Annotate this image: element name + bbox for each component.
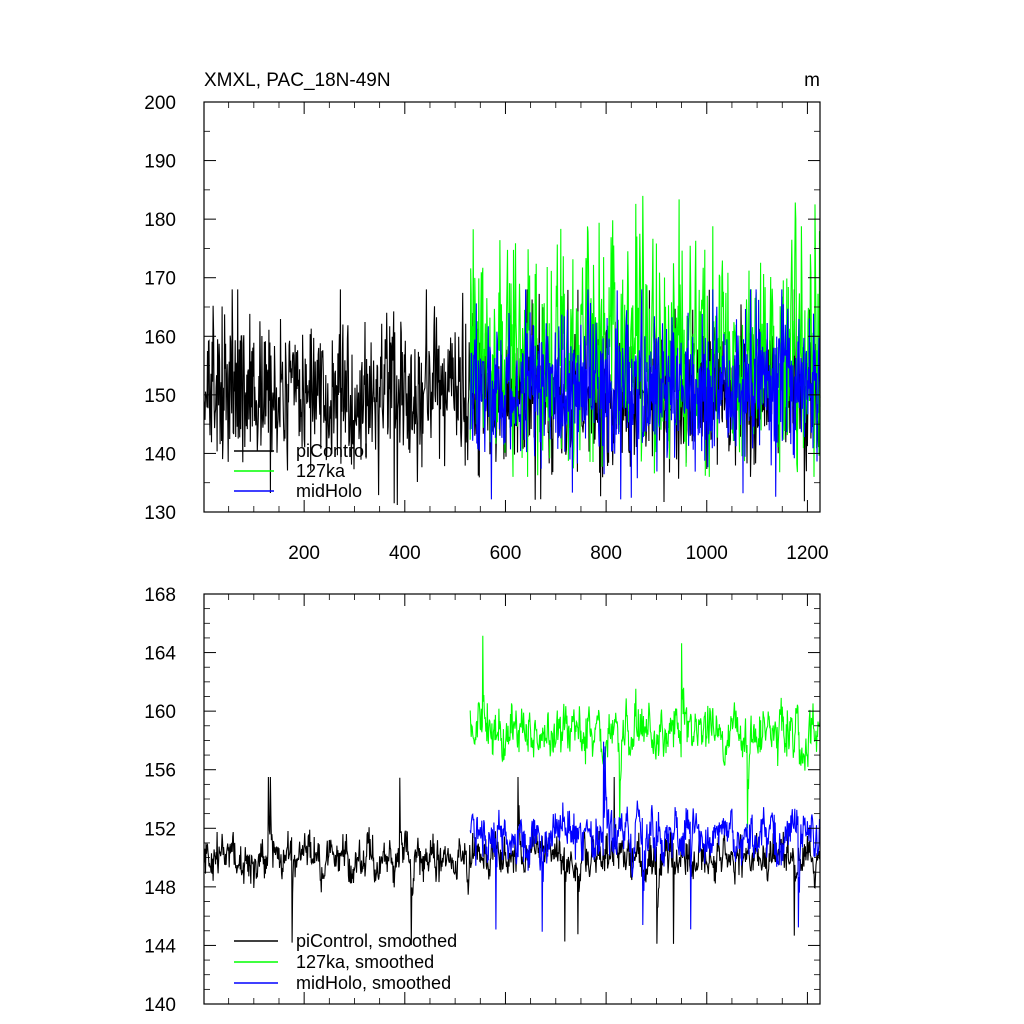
x-tick-label: 1000 [686,543,728,564]
y-tick-label: 150 [144,386,176,407]
legend-label-127ka: 127ka [296,461,346,481]
bottom-plot-frame [203,593,821,1005]
bottom-series-lines [203,635,821,946]
top-plot-frame [203,101,821,513]
top-axis-ticks [204,101,820,513]
bottom-tick-labels: 140 144 148 152 156 160 164 168 [144,585,176,1016]
series-line-127ka-smoothed [469,635,821,829]
y-tick-label: 152 [144,819,176,840]
y-tick-label: 144 [144,936,176,957]
x-tick-label: 200 [288,543,320,564]
series-line-picontrol-smoothed [203,776,821,946]
legend-label-midholo-smoothed: midHolo, smoothed [296,973,451,993]
y-tick-label: 160 [144,702,176,723]
y-tick-label: 168 [144,585,176,606]
legend-label-picontrol: piControl [296,441,368,461]
top-panel: XMXL, PAC_18N-49N m 130 140 150 160 170 180 19… [144,70,828,564]
top-panel-title: XMXL, PAC_18N-49N [204,70,391,91]
y-tick-label: 170 [144,269,176,290]
x-tick-label: 800 [590,543,622,564]
top-tick-labels: 130 140 150 160 170 180 190 200 200 400 600 800 1000… [144,93,828,564]
top-panel-units: m [804,70,820,91]
x-tick-label: 400 [389,543,421,564]
legend-label-127ka-smoothed: 127ka, smoothed [296,952,434,972]
y-tick-label: 140 [144,995,176,1016]
y-tick-label: 148 [144,878,176,899]
bottom-panel: 140 144 148 152 156 160 164 168 piControl, smoo… [144,585,821,1016]
y-tick-label: 180 [144,210,176,231]
x-tick-label: 1200 [786,543,828,564]
y-tick-label: 164 [144,644,176,665]
y-tick-label: 130 [144,503,176,524]
y-tick-label: 156 [144,761,176,782]
series-line-midholo [469,289,821,500]
series-line-midholo-smoothed [469,741,821,932]
legend-label-picontrol-smoothed: piControl, smoothed [296,931,457,951]
top-legend: piControl 127ka midHolo [234,441,368,501]
top-series-lines [203,195,821,506]
x-tick-label: 600 [490,543,522,564]
bottom-legend: piControl, smoothed 127ka, smoothed midH… [234,931,457,993]
y-tick-label: 200 [144,93,176,114]
y-tick-label: 140 [144,444,176,465]
y-tick-label: 190 [144,152,176,173]
legend-label-midholo: midHolo [296,481,362,501]
y-tick-label: 160 [144,327,176,348]
